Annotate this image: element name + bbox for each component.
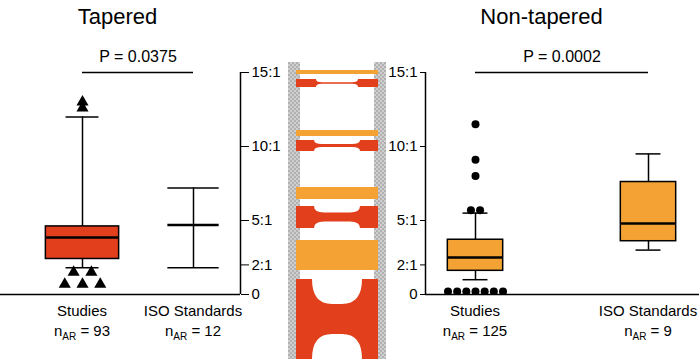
svg-text:10:1: 10:1: [252, 137, 281, 154]
html-text:Non-tapered: Non-tapered: [480, 4, 603, 29]
html-text:ISO Standards: ISO Standards: [598, 302, 698, 319]
svg-text:P = 0.0002: P = 0.0002: [523, 48, 601, 65]
html-text:Studies: Studies: [450, 302, 500, 319]
html-text:nAR= 93: nAR= 93: [54, 322, 110, 342]
svg-text:10:1: 10:1: [388, 137, 417, 154]
html-text:nAR= 125: nAR= 125: [442, 322, 508, 342]
html-text:ISO Standards: ISO Standards: [143, 302, 243, 319]
svg-text:0: 0: [252, 285, 260, 302]
html-text:nAR= 12: nAR= 12: [165, 322, 221, 342]
svg-text:2:1: 2:1: [252, 256, 273, 273]
svg-text:5:1: 5:1: [252, 211, 273, 228]
svg-text:15:1: 15:1: [388, 63, 417, 80]
html-text:Studies: Studies: [57, 302, 107, 319]
svg-text:15:1: 15:1: [252, 63, 281, 80]
html-text:nAR= 9: nAR= 9: [624, 322, 672, 342]
html-text:Tapered: Tapered: [77, 4, 158, 29]
svg-text:0: 0: [409, 285, 417, 302]
svg-text:2:1: 2:1: [397, 256, 418, 273]
svg-text:5:1: 5:1: [397, 211, 418, 228]
svg-text:P = 0.0375: P = 0.0375: [99, 48, 177, 65]
